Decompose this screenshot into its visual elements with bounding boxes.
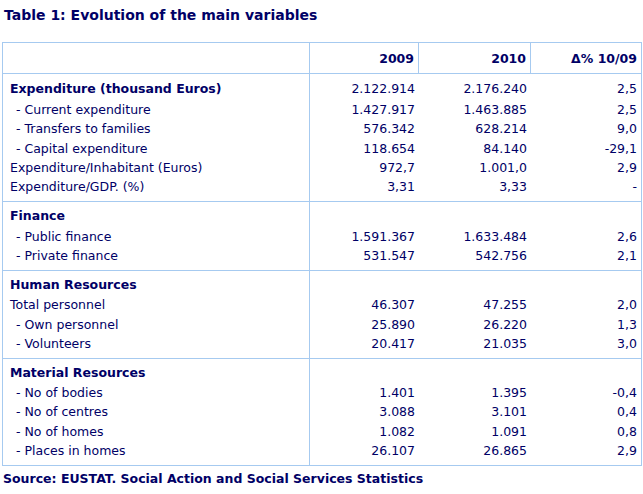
section-finance: Finance - Public finance 1.591.367 1.633…	[3, 202, 641, 271]
value-2010: 47.255	[419, 297, 531, 312]
table-row: - Places in homes 26.107 26.865 2,9	[3, 441, 641, 460]
row-label: - Transfers to families	[3, 121, 309, 136]
table-row: - Own personnel 25.890 26.220 1,3	[3, 314, 641, 333]
value-2009: 1.082	[309, 424, 419, 439]
statistics-table: 2009 2010 Δ% 10/09 Expenditure (thousand…	[2, 42, 642, 466]
value-2009: 46.307	[309, 297, 419, 312]
row-label: Expenditure (thousand Euros)	[3, 81, 309, 96]
value-delta: 9,0	[531, 121, 641, 136]
table-row: Expenditure/Inhabitant (Euros) 972,7 1.0…	[3, 158, 641, 177]
table-row: - No of centres 3.088 3.101 0,4	[3, 402, 641, 421]
table-row: - Capital expenditure 118.654 84.140 -29…	[3, 139, 641, 158]
value-delta: -	[531, 179, 641, 194]
value-delta: 2,9	[531, 443, 641, 458]
row-label: - Private finance	[3, 248, 309, 263]
value-2009: 1.591.367	[309, 229, 419, 244]
value-2010: 26.865	[419, 443, 531, 458]
value-2009: 1.401	[309, 385, 419, 400]
row-label: - No of bodies	[3, 385, 309, 400]
table-row: Expenditure/GDP. (%) 3,31 3,33 -	[3, 177, 641, 196]
row-label: - Public finance	[3, 229, 309, 244]
page-title: Table 1: Evolution of the main variables	[4, 7, 317, 23]
value-delta: 2,9	[531, 160, 641, 175]
section-human-resources: Human Resources Total personnel 46.307 4…	[3, 271, 641, 359]
value-delta: 2,5	[531, 102, 641, 117]
value-2009: 3,31	[309, 179, 419, 194]
value-2010: 3,33	[419, 179, 531, 194]
value-2010: 84.140	[419, 141, 531, 156]
value-delta: 2,5	[531, 81, 641, 96]
value-delta: 3,0	[531, 336, 641, 351]
row-label: - Capital expenditure	[3, 141, 309, 156]
value-2009: 1.427.917	[309, 102, 419, 117]
table-header-row: 2009 2010 Δ% 10/09	[3, 43, 641, 74]
table-row: - Current expenditure 1.427.917 1.463.88…	[3, 100, 641, 119]
value-2009: 3.088	[309, 404, 419, 419]
header-col-2009: 2009	[309, 43, 419, 73]
value-2009: 26.107	[309, 443, 419, 458]
value-delta: 2,1	[531, 248, 641, 263]
value-2009: 2.122.914	[309, 81, 419, 96]
table-row: Total personnel 46.307 47.255 2,0	[3, 295, 641, 314]
value-2010: 1.001,0	[419, 160, 531, 175]
source-note: Source: EUSTAT. Social Action and Social…	[3, 471, 423, 486]
value-2009: 25.890	[309, 317, 419, 332]
row-label: - Places in homes	[3, 443, 309, 458]
header-col-2010: 2010	[419, 43, 531, 73]
section-expenditure: Expenditure (thousand Euros) 2.122.914 2…	[3, 74, 641, 202]
row-label: - No of homes	[3, 424, 309, 439]
value-2009: 118.654	[309, 141, 419, 156]
section-title: Material Resources	[3, 362, 641, 383]
table-row: - Public finance 1.591.367 1.633.484 2,6	[3, 226, 641, 245]
value-2010: 3.101	[419, 404, 531, 419]
value-2009: 531.547	[309, 248, 419, 263]
value-delta: 2,0	[531, 297, 641, 312]
value-delta: 0,4	[531, 404, 641, 419]
header-empty-cell	[3, 43, 309, 73]
table-row: - Private finance 531.547 542.756 2,1	[3, 246, 641, 265]
value-2010: 21.035	[419, 336, 531, 351]
value-2010: 1.633.484	[419, 229, 531, 244]
table-row: - Transfers to families 576.342 628.214 …	[3, 119, 641, 138]
value-2009: 972,7	[309, 160, 419, 175]
value-2010: 1.463.885	[419, 102, 531, 117]
value-delta: -0,4	[531, 385, 641, 400]
value-2010: 542.756	[419, 248, 531, 263]
value-2009: 576.342	[309, 121, 419, 136]
row-label: - Own personnel	[3, 317, 309, 332]
value-delta: 1,3	[531, 317, 641, 332]
value-delta: -29,1	[531, 141, 641, 156]
table-row: Expenditure (thousand Euros) 2.122.914 2…	[3, 77, 641, 100]
label-column-divider	[309, 43, 310, 465]
row-label: Total personnel	[3, 297, 309, 312]
value-2010: 1.091	[419, 424, 531, 439]
section-title: Finance	[3, 205, 641, 226]
value-delta: 2,6	[531, 229, 641, 244]
row-label: Expenditure/Inhabitant (Euros)	[3, 160, 309, 175]
section-material-resources: Material Resources - No of bodies 1.401 …	[3, 359, 641, 465]
row-label: - No of centres	[3, 404, 309, 419]
header-col-delta: Δ% 10/09	[531, 43, 641, 73]
value-2010: 2.176.240	[419, 81, 531, 96]
value-2010: 628.214	[419, 121, 531, 136]
row-label: - Current expenditure	[3, 102, 309, 117]
value-2010: 1.395	[419, 385, 531, 400]
table-row: - Volunteers 20.417 21.035 3,0	[3, 334, 641, 353]
table-row: - No of bodies 1.401 1.395 -0,4	[3, 383, 641, 402]
row-label: Expenditure/GDP. (%)	[3, 179, 309, 194]
value-delta: 0,8	[531, 424, 641, 439]
value-2010: 26.220	[419, 317, 531, 332]
value-2009: 20.417	[309, 336, 419, 351]
section-title: Human Resources	[3, 274, 641, 295]
row-label: - Volunteers	[3, 336, 309, 351]
table-row: - No of homes 1.082 1.091 0,8	[3, 422, 641, 441]
